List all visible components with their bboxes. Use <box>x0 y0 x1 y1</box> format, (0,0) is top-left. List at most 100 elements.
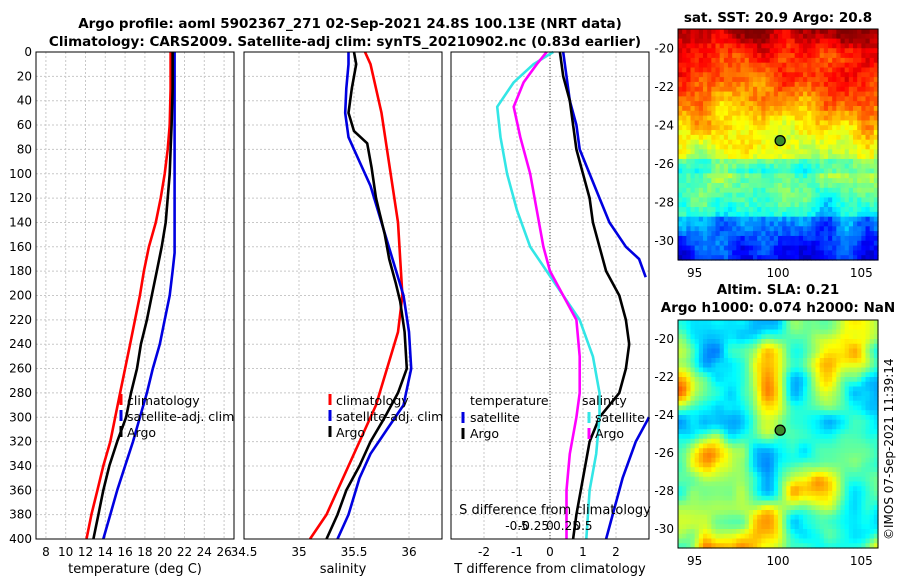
map-cell <box>786 448 792 454</box>
map-cell <box>690 255 696 261</box>
map-cell <box>690 178 696 184</box>
map-cell <box>819 235 825 242</box>
map-cell <box>728 178 733 184</box>
map-cell <box>757 192 762 199</box>
map-cell <box>736 255 742 261</box>
map-cell <box>848 320 854 326</box>
map-cell <box>815 48 821 54</box>
map-cell <box>794 400 800 407</box>
map-cell <box>819 329 825 335</box>
map-cell <box>873 110 879 117</box>
map-cell <box>753 120 758 126</box>
map-cell <box>865 154 871 160</box>
map-x-tick-label: 105 <box>850 266 873 280</box>
map-cell <box>790 457 796 464</box>
map-cell <box>765 62 771 69</box>
map-cell <box>803 67 808 73</box>
map-cell <box>694 510 700 516</box>
map-cell <box>790 211 796 218</box>
map-cell <box>782 43 787 49</box>
map-cell <box>761 231 767 237</box>
map-cell <box>844 67 850 73</box>
map-cell <box>773 120 779 126</box>
map-cell <box>773 543 779 549</box>
map-cell <box>694 362 700 369</box>
map-cell <box>853 396 858 402</box>
map-cell <box>744 120 750 126</box>
map-cell <box>873 372 879 378</box>
map-cell <box>761 211 767 218</box>
map-cell <box>694 125 700 131</box>
map-cell <box>815 130 821 136</box>
map-cell <box>761 415 767 421</box>
map-cell <box>753 38 758 45</box>
map-cell <box>857 424 862 430</box>
map-cell <box>773 250 779 256</box>
map-cell <box>865 221 871 227</box>
map-cell <box>761 524 767 530</box>
map-cell <box>686 429 692 435</box>
map-cell <box>869 438 875 445</box>
map-cell <box>811 183 817 189</box>
map-cell <box>740 543 746 549</box>
map-cell <box>690 424 696 430</box>
map-cell <box>853 183 858 189</box>
map-cell <box>794 524 800 530</box>
map-cell <box>690 419 696 426</box>
map-cell <box>728 320 733 326</box>
map-cell <box>840 538 846 544</box>
map-cell <box>715 529 721 535</box>
map-cell <box>803 125 808 131</box>
map-cell <box>844 429 850 435</box>
map-cell <box>807 115 812 122</box>
map-cell <box>778 391 783 397</box>
map-cell <box>803 134 808 141</box>
map-cell <box>748 231 754 237</box>
map-cell <box>832 91 837 97</box>
map-cell <box>757 38 762 45</box>
map-cell <box>765 472 771 478</box>
map-cell <box>678 481 683 487</box>
map-cell <box>782 481 787 487</box>
map-cell <box>740 400 746 407</box>
map-cell <box>703 472 708 478</box>
map-cell <box>686 62 692 69</box>
map-cell <box>778 38 783 45</box>
map-cell <box>807 144 812 150</box>
map-cell <box>765 339 771 345</box>
map-cell <box>840 415 846 421</box>
map-cell <box>694 529 700 535</box>
map-cell <box>761 343 767 350</box>
map-cell <box>707 438 712 445</box>
map-cell <box>819 211 825 218</box>
map-cell <box>711 110 717 117</box>
map-cell <box>857 500 862 506</box>
map-cell <box>853 510 858 516</box>
map-cell <box>698 134 704 141</box>
map-cell <box>836 429 842 435</box>
map-cell <box>873 96 879 102</box>
s-tick-label: -0.25 <box>518 519 549 533</box>
map-cell <box>857 62 862 69</box>
map-cell <box>790 514 796 521</box>
map-cell <box>740 96 746 102</box>
map-cell <box>719 533 725 540</box>
map-cell <box>823 472 829 478</box>
map-cell <box>773 486 779 492</box>
map-cell <box>707 91 712 97</box>
map-cell <box>803 106 808 112</box>
map-cell <box>719 495 725 502</box>
map-cell <box>719 500 725 506</box>
map-cell <box>753 202 758 208</box>
map-cell <box>857 168 862 174</box>
map-cell <box>823 514 829 521</box>
map-cell <box>732 178 737 184</box>
map-cell <box>840 467 846 473</box>
map-cell <box>807 486 812 492</box>
map-cell <box>732 250 737 256</box>
map-cell <box>873 334 879 340</box>
map-cell <box>798 106 804 112</box>
map-cell <box>686 120 692 126</box>
map-cell <box>698 386 704 392</box>
map-cell <box>848 386 854 392</box>
